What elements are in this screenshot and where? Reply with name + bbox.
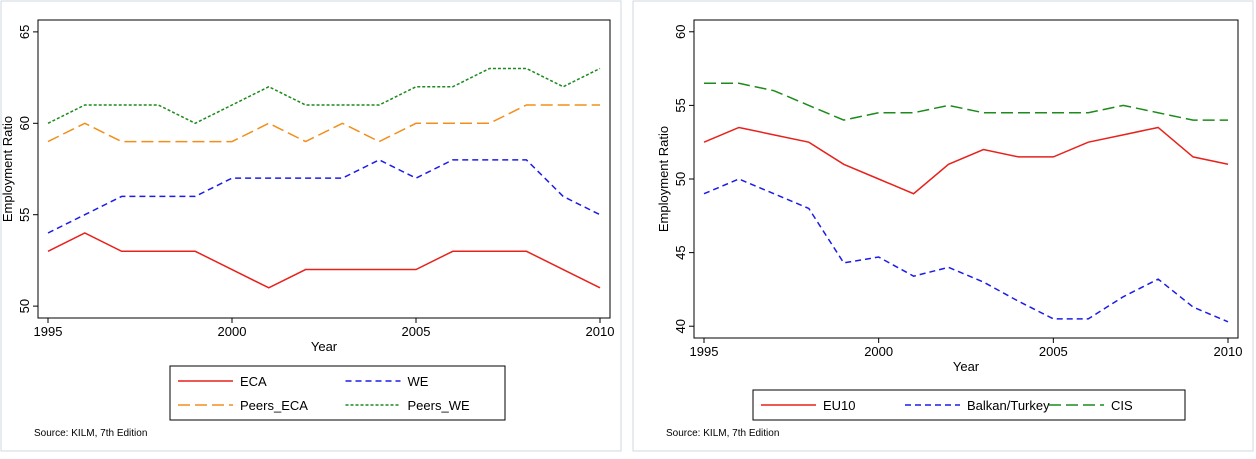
y-tick-label: 55: [673, 98, 688, 112]
series-line: [47, 232, 601, 289]
series-line: [703, 126, 1229, 195]
legend-label: EU10: [823, 398, 856, 413]
legend: [169, 365, 506, 421]
legend-label: Peers_ECA: [240, 398, 308, 413]
x-tick-label: 1995: [34, 324, 63, 339]
series-line: [704, 82, 1228, 121]
series-line: [47, 67, 601, 125]
legend-label: Balkan/Turkey: [967, 398, 1050, 413]
y-tick-label: 50: [17, 299, 32, 313]
y-tick-label: 50: [673, 172, 688, 186]
x-tick-label: 2010: [586, 324, 615, 339]
legend-label: Peers_WE: [408, 398, 470, 413]
x-tick-label: 1995: [690, 344, 719, 359]
y-tick-label: 65: [17, 25, 32, 39]
chart: 40 45 50 55 60 1995 2000 2005 2010 Year Employment…: [632, 0, 1254, 452]
legend-label: ECA: [240, 374, 267, 389]
legend-label: CIS: [1111, 398, 1133, 413]
plot-area: [37, 19, 611, 319]
y-axis-label: Employment Ratio: [656, 126, 671, 232]
x-tick-label: 2005: [402, 324, 431, 339]
legend: [752, 389, 1186, 421]
y-tick-label: 45: [673, 245, 688, 259]
x-axis-label: Year: [953, 359, 980, 374]
y-tick-label: 60: [673, 25, 688, 39]
x-tick-label: 2010: [1214, 344, 1243, 359]
y-axis-label: Employment Ratio: [0, 116, 15, 222]
source-note: Source: KILM, 7th Edition: [34, 428, 147, 439]
x-tick-label: 2005: [1039, 344, 1068, 359]
y-tick-label: 55: [17, 207, 32, 221]
source-note: Source: KILM, 7th Edition: [666, 428, 779, 439]
series-line: [703, 178, 1229, 323]
series-line: [47, 159, 601, 234]
plot-area: [693, 19, 1239, 339]
series-line: [47, 104, 600, 143]
x-tick-label: 2000: [218, 324, 247, 339]
legend-label: WE: [408, 374, 429, 389]
y-tick-label: 60: [17, 116, 32, 130]
y-tick-label: 40: [673, 319, 688, 333]
x-axis-label: Year: [311, 339, 338, 354]
x-tick-label: 2000: [864, 344, 893, 359]
chart: 50 55 60 65 1995 2000 2005 2010 Year Employment R…: [0, 0, 622, 452]
